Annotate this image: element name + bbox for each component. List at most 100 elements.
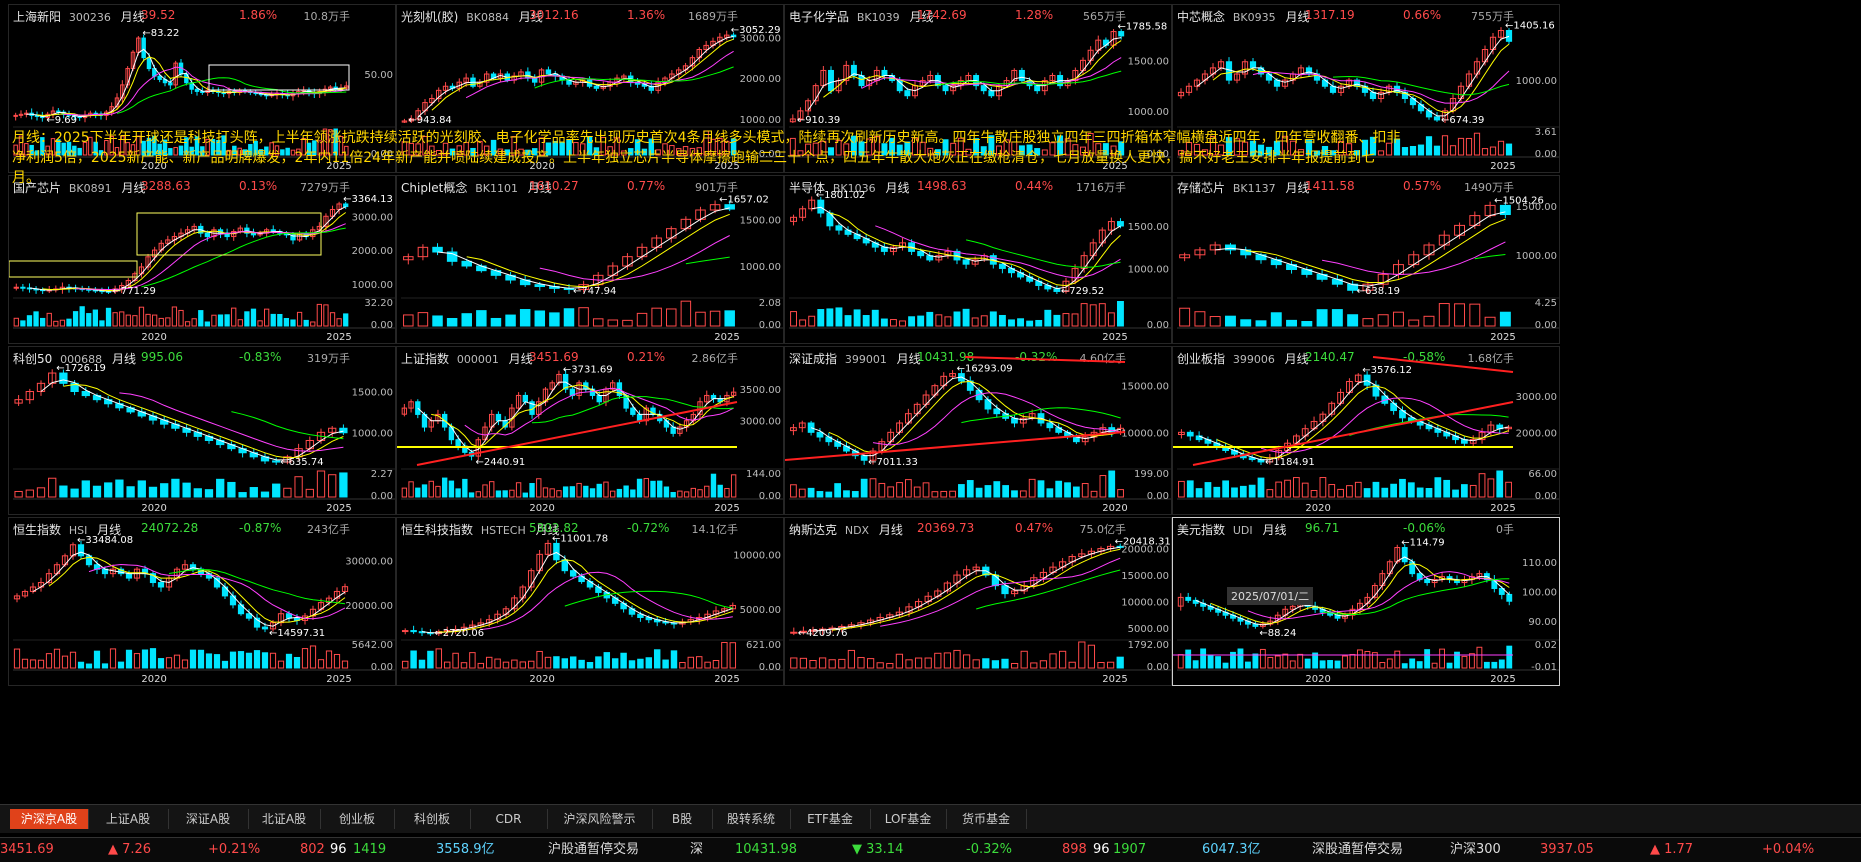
candle-body bbox=[724, 204, 735, 210]
tab-market[interactable]: 货币基金 bbox=[946, 809, 1027, 829]
volume-bar bbox=[1392, 311, 1404, 327]
y-tick-label: 15000.00 bbox=[1121, 571, 1169, 582]
chart-panel[interactable]: 上证指数 000001 月线 3451.69 0.21% 2.86亿手 ←3731… bbox=[396, 346, 784, 515]
volume-bar bbox=[1053, 314, 1061, 327]
x-tick-label: 2020 bbox=[1102, 503, 1127, 514]
tab-market[interactable]: LOF基金 bbox=[870, 809, 947, 829]
tab-market[interactable]: 深证A股 bbox=[168, 809, 249, 829]
chart-panel[interactable]: 深证成指 399001 月线 10431.98 -0.32% 4.60亿手 ←16… bbox=[784, 346, 1172, 515]
volume-tick-label: 0.00 bbox=[371, 320, 393, 331]
volume-bar bbox=[1030, 662, 1038, 669]
volume-bar bbox=[290, 319, 296, 327]
volume-bar bbox=[475, 491, 481, 498]
volume-bar bbox=[942, 139, 949, 156]
tab-market[interactable]: ETF基金 bbox=[790, 809, 871, 829]
chart-panel[interactable]: 科创50 000688 月线 995.06 -0.83% 319万手 ←1726.… bbox=[8, 346, 396, 515]
chart-panel[interactable]: Chiplet概念 BK1101 月线 1610.27 0.77% 901万手 ←… bbox=[396, 175, 784, 344]
volume-bar bbox=[93, 650, 101, 669]
volume-bar bbox=[1207, 654, 1214, 669]
high-label: ←83.22 bbox=[142, 28, 179, 39]
y-tick-label: 1500.00 bbox=[1128, 222, 1169, 233]
tab-market[interactable]: 创业板 bbox=[320, 809, 395, 829]
volume-bar bbox=[427, 650, 434, 669]
candle-body bbox=[13, 286, 19, 289]
volume-bar bbox=[559, 142, 565, 156]
tab-market[interactable]: CDR bbox=[470, 809, 548, 829]
volume-bar bbox=[452, 652, 459, 669]
chart-panel[interactable]: 恒生科技指数 HSTECH 月线 5302.82 -0.72% 14.1亿手 ←1… bbox=[396, 517, 784, 686]
candle-body bbox=[328, 427, 337, 433]
candle-body bbox=[1102, 39, 1109, 46]
candle-body bbox=[998, 263, 1006, 269]
tab-market[interactable]: 上证A股 bbox=[88, 809, 169, 829]
volume-bar bbox=[576, 482, 582, 498]
moving-average-line bbox=[116, 77, 347, 114]
candle-body bbox=[77, 544, 85, 557]
low-label: ←747.94 bbox=[573, 286, 616, 297]
volume-bar bbox=[1364, 650, 1371, 669]
volume-bar bbox=[1362, 318, 1374, 327]
tab-market[interactable]: 沪深风险警示 bbox=[547, 809, 653, 829]
volume-tick-label: 2.08 bbox=[759, 298, 781, 309]
y-tick-label: 1000.00 bbox=[1516, 251, 1557, 262]
x-tick-label: 2025 bbox=[714, 161, 739, 172]
chart-change: 1.36% bbox=[627, 8, 666, 22]
volume-bar bbox=[1305, 138, 1313, 156]
tab-market[interactable]: 股转系统 bbox=[712, 809, 791, 829]
volume-bar bbox=[953, 311, 961, 327]
candle-body bbox=[1377, 91, 1385, 99]
volume-bar bbox=[614, 137, 620, 156]
volume-bar bbox=[417, 312, 429, 327]
tab-market[interactable]: B股 bbox=[652, 809, 713, 829]
y-tick-label: 3000.00 bbox=[740, 33, 781, 44]
moving-average-line bbox=[417, 35, 734, 118]
volume-bar bbox=[940, 490, 948, 498]
chart-panel[interactable]: 电子化学品 BK1039 月线 1742.69 1.28% 565万手 ←1785… bbox=[784, 4, 1172, 173]
candle-body bbox=[817, 199, 825, 214]
moving-average-line bbox=[1260, 397, 1509, 454]
tab-market[interactable]: 科创板 bbox=[394, 809, 471, 829]
candle-body bbox=[1506, 593, 1513, 602]
volume-bar bbox=[1297, 149, 1305, 156]
volume-bar bbox=[50, 138, 56, 156]
chart-change: -0.83% bbox=[239, 350, 282, 364]
volume-bar bbox=[1286, 319, 1298, 327]
chart-name: 美元指数 bbox=[1177, 523, 1226, 537]
volume-bar bbox=[1289, 660, 1296, 669]
volume-tick-label: 0.00 bbox=[1535, 491, 1557, 502]
volume-bar bbox=[1018, 145, 1025, 156]
candle-body bbox=[919, 80, 926, 87]
chart-panel[interactable]: 存储芯片 BK1137 月线 1411.58 0.57% 1490万手 ←1504… bbox=[1172, 175, 1560, 344]
chart-panel[interactable]: 创业板指 399006 月线 2140.47 -0.58% 1.68亿手 ←357… bbox=[1172, 346, 1560, 515]
volume-tick-label: 0.00 bbox=[759, 662, 781, 673]
chart-price: 1411.58 bbox=[1305, 179, 1355, 193]
volume-bar bbox=[448, 480, 455, 498]
volume-bar bbox=[991, 660, 1000, 669]
tab-market[interactable]: 沪深京A股 bbox=[10, 809, 89, 829]
volume-bar bbox=[283, 487, 292, 498]
chart-panel[interactable]: 光刻机(胶) BK0884 月线 3012.16 1.36% 1689万手 ←30… bbox=[396, 4, 784, 173]
volume-bar bbox=[231, 307, 237, 327]
chart-panel[interactable]: 国产芯片 BK0891 月线 3288.63 0.13% 7279万手 ←3364… bbox=[8, 175, 396, 344]
volume-bar bbox=[993, 481, 1001, 498]
volume-bar bbox=[1049, 653, 1057, 669]
moving-average-line bbox=[32, 551, 346, 627]
moving-average-line bbox=[168, 568, 346, 605]
chart-panel[interactable]: 纳斯达克 NDX 月线 20369.73 0.47% 75.0亿手 ←20418.… bbox=[784, 517, 1172, 686]
tab-market[interactable]: 北证A股 bbox=[248, 809, 321, 829]
volume-bar bbox=[328, 129, 333, 156]
volume-bar bbox=[887, 486, 895, 498]
volume-bar bbox=[270, 313, 276, 327]
volume-bar bbox=[242, 149, 248, 156]
volume-bar bbox=[1452, 489, 1459, 498]
moving-average-line bbox=[976, 569, 1121, 610]
volume-bar bbox=[490, 139, 497, 156]
chart-panel[interactable]: 上海新阳 300236 月线 39.52 1.86% 10.8万手 ←83.22 ←… bbox=[8, 4, 396, 173]
chart-panel[interactable]: 恒生指数 HSI 月线 24072.28 -0.87% 243亿手 ←33484.… bbox=[8, 517, 396, 686]
candle-body bbox=[1019, 417, 1027, 424]
hs300-value: 3937.05 bbox=[1540, 842, 1594, 857]
volume-bar bbox=[1357, 649, 1363, 669]
chart-name: 恒生指数 bbox=[13, 523, 62, 537]
chart-panel[interactable]: 中芯概念 BK0935 月线 1317.19 0.66% 755万手 ←1405.… bbox=[1172, 4, 1560, 173]
chart-panel[interactable]: 半导体 BK1036 月线 1498.63 0.44% 1716万手 ←1801.… bbox=[784, 175, 1172, 344]
